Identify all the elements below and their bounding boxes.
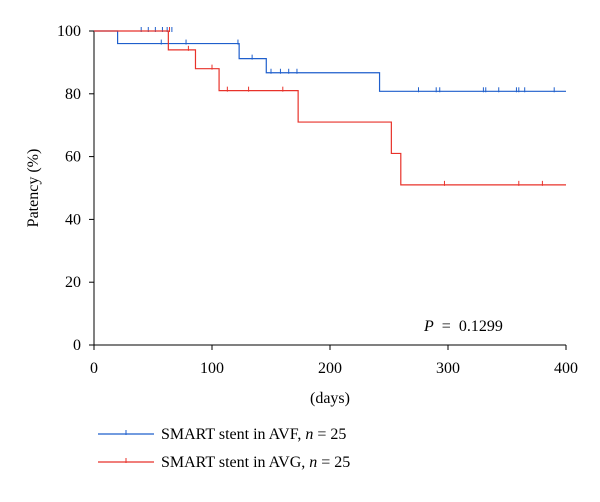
x-tick-label: 400 (554, 360, 578, 377)
y-ticks: 0 20 40 60 80 100 (57, 23, 94, 354)
y-tick-label: 20 (65, 274, 81, 291)
legend-label-avf-n: n (305, 426, 313, 443)
legend-label-avg: SMART stent in AVG, n = 25 (161, 454, 350, 471)
survival-curve (94, 30, 566, 92)
y-tick-label: 60 (65, 149, 81, 166)
legend-label-avf: SMART stent in AVF, n = 25 (161, 426, 346, 443)
x-tick-label: 0 (90, 360, 98, 377)
y-axis-label: Patency (%) (25, 149, 42, 228)
series-layer (94, 27, 566, 186)
series-0 (94, 27, 566, 93)
survival-curve (94, 30, 566, 186)
legend: SMART stent in AVF, n = 25 SMART stent in… (98, 426, 350, 471)
p-value: 0.1299 (459, 318, 503, 335)
series-1 (94, 27, 566, 186)
legend-item-avg: SMART stent in AVG, n = 25 (98, 454, 350, 471)
y-tick-label: 40 (65, 211, 81, 228)
p-label: P (423, 318, 434, 335)
legend-label-avf-text: SMART stent in AVF, (161, 426, 305, 443)
p-value-annotation: P = 0.1299 (423, 318, 503, 335)
x-axis-label: (days) (310, 390, 350, 407)
legend-label-avg-text: SMART stent in AVG, (161, 454, 309, 471)
legend-label-avg-n: n (309, 454, 317, 471)
y-tick-label: 100 (57, 23, 81, 40)
x-tick-label: 100 (200, 360, 224, 377)
x-tick-label: 200 (318, 360, 342, 377)
legend-label-avg-count: = 25 (321, 454, 350, 471)
x-ticks: 0 100 200 300 400 (90, 345, 578, 377)
y-tick-label: 80 (65, 86, 81, 103)
axes: 0 100 200 300 400 0 20 40 60 80 100 (57, 23, 578, 377)
legend-item-avf: SMART stent in AVF, n = 25 (98, 426, 346, 443)
x-tick-label: 300 (436, 360, 460, 377)
y-tick-label: 0 (73, 337, 81, 354)
legend-label-avf-count: = 25 (317, 426, 346, 443)
p-operator: = (442, 318, 451, 335)
